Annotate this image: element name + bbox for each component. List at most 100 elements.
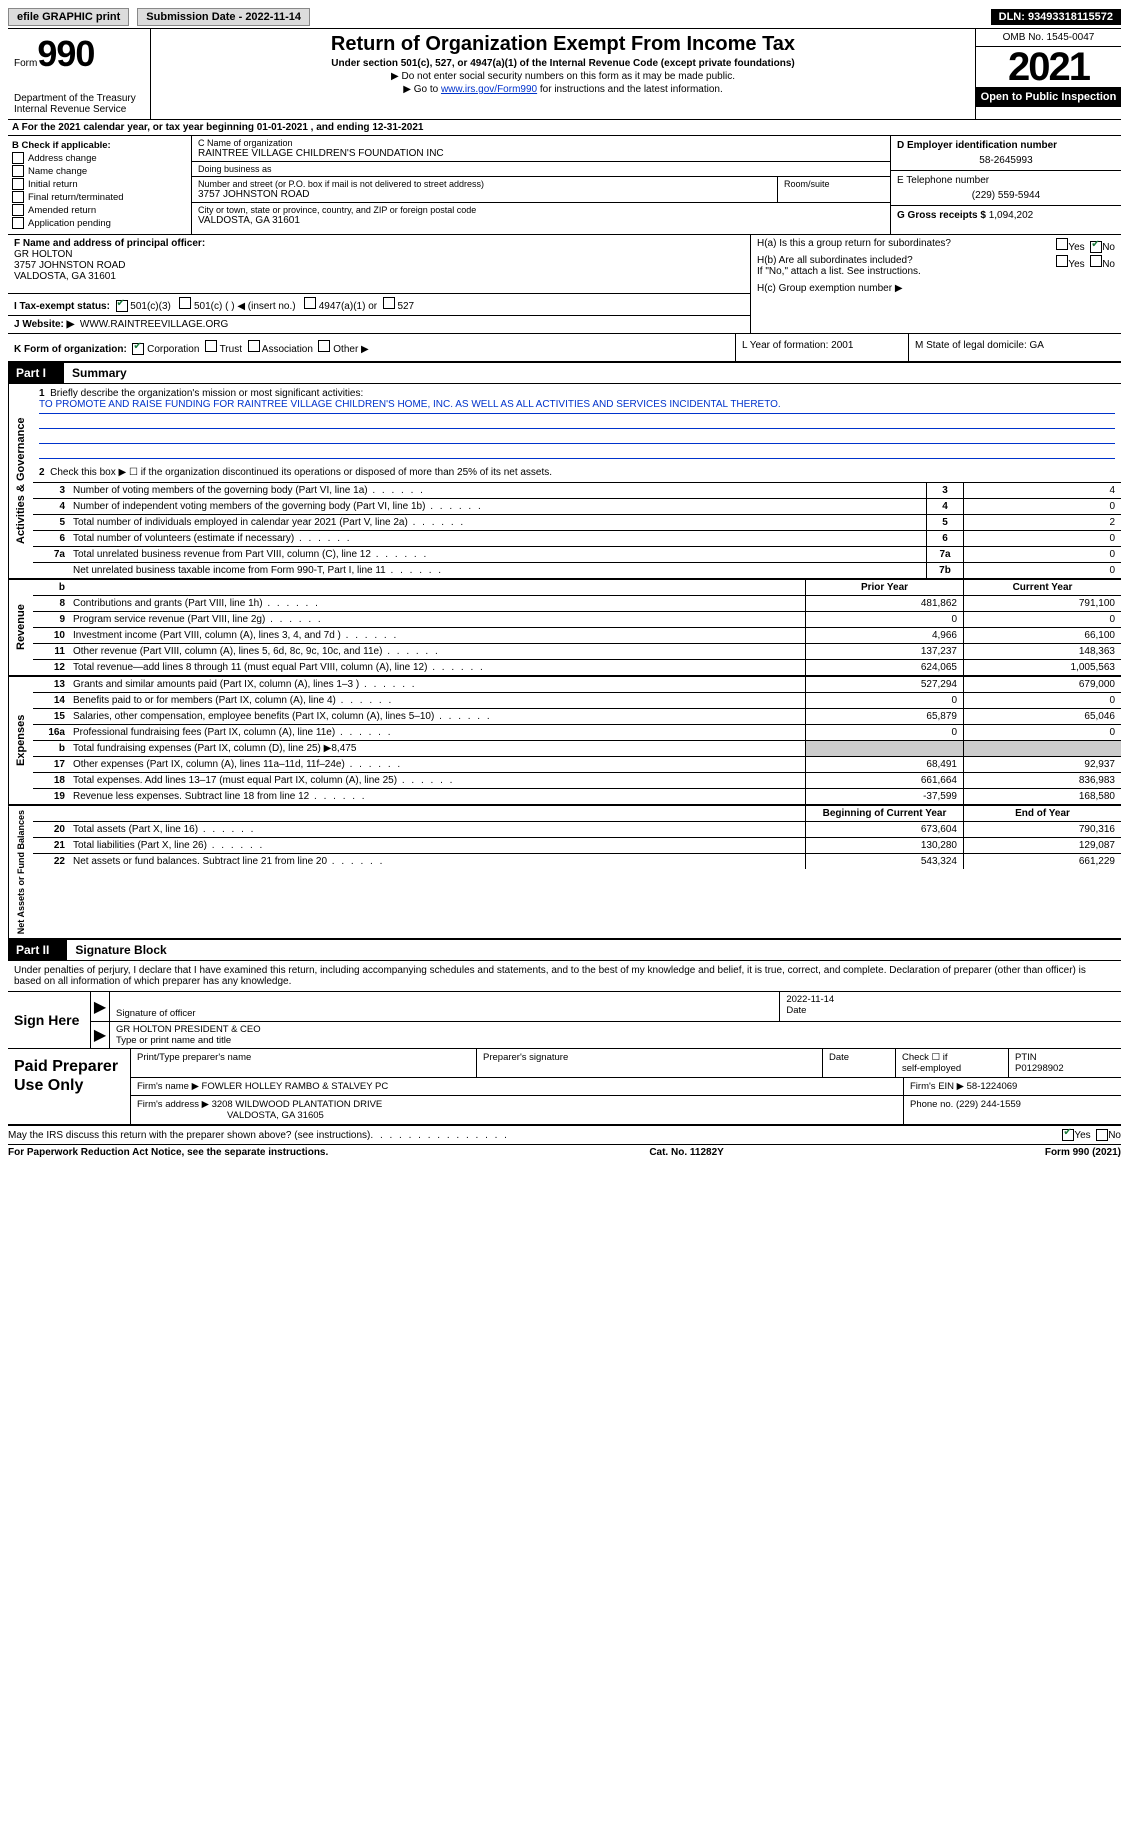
part-2-header: Part II Signature Block bbox=[8, 940, 1121, 961]
officer-print-name: GR HOLTON PRESIDENT & CEO bbox=[116, 1024, 1115, 1035]
website: WWW.RAINTREEVILLAGE.ORG bbox=[80, 319, 228, 330]
checkbox-501c[interactable] bbox=[179, 297, 191, 309]
current-year-value: 129,087 bbox=[963, 838, 1121, 853]
tax-year: 2021 bbox=[976, 47, 1121, 87]
current-year-value bbox=[963, 741, 1121, 756]
prior-year-value: 0 bbox=[805, 612, 963, 627]
state-domicile: M State of legal domicile: GA bbox=[908, 334, 1121, 361]
paperwork-notice: For Paperwork Reduction Act Notice, see … bbox=[8, 1147, 328, 1158]
sign-date: 2022-11-14 bbox=[786, 994, 1115, 1005]
checkbox-hb-yes[interactable] bbox=[1056, 255, 1068, 267]
current-year-value: 661,229 bbox=[963, 854, 1121, 869]
section-c: C Name of organization RAINTREE VILLAGE … bbox=[192, 136, 890, 234]
current-year-value: 148,363 bbox=[963, 644, 1121, 659]
note-ssn: ▶ Do not enter social security numbers o… bbox=[159, 71, 967, 82]
col-beginning-year: Beginning of Current Year bbox=[805, 806, 963, 821]
form-subtitle: Under section 501(c), 527, or 4947(a)(1)… bbox=[159, 58, 967, 69]
col-end-year: End of Year bbox=[963, 806, 1121, 821]
checkbox-discuss-yes[interactable] bbox=[1062, 1129, 1074, 1141]
dept-label: Department of the Treasury bbox=[14, 93, 144, 104]
form-footer: Form 990 (2021) bbox=[1045, 1147, 1121, 1158]
prior-year-value: 527,294 bbox=[805, 677, 963, 692]
checkbox-address-change[interactable] bbox=[12, 152, 24, 164]
checkbox-initial-return[interactable] bbox=[12, 178, 24, 190]
form-number: Form990 bbox=[14, 33, 144, 75]
col-current-year: Current Year bbox=[963, 580, 1121, 595]
vtab-net-assets: Net Assets or Fund Balances bbox=[8, 806, 33, 938]
checkbox-association[interactable] bbox=[248, 340, 260, 352]
checkbox-ha-yes[interactable] bbox=[1056, 238, 1068, 250]
checkbox-trust[interactable] bbox=[205, 340, 217, 352]
officer-name: GR HOLTON bbox=[14, 249, 73, 260]
note-link: ▶ Go to www.irs.gov/Form990 for instruct… bbox=[159, 84, 967, 95]
checkbox-final-return[interactable] bbox=[12, 191, 24, 203]
summary-value: 0 bbox=[963, 499, 1121, 514]
cat-no: Cat. No. 11282Y bbox=[649, 1147, 723, 1158]
checkbox-discuss-no[interactable] bbox=[1096, 1129, 1108, 1141]
irs-label: Internal Revenue Service bbox=[14, 104, 144, 115]
prior-year-value: 0 bbox=[805, 725, 963, 740]
summary-value: 2 bbox=[963, 515, 1121, 530]
preparer-phone: (229) 244-1559 bbox=[956, 1099, 1021, 1110]
checkbox-other[interactable] bbox=[318, 340, 330, 352]
current-year-value: 92,937 bbox=[963, 757, 1121, 772]
group-exemption: H(c) Group exemption number ▶ bbox=[751, 280, 1121, 297]
mission-text: TO PROMOTE AND RAISE FUNDING FOR RAINTRE… bbox=[39, 399, 1115, 414]
vtab-activities: Activities & Governance bbox=[8, 384, 33, 578]
open-inspection-badge: Open to Public Inspection bbox=[976, 87, 1121, 107]
checkbox-hb-no[interactable] bbox=[1090, 255, 1102, 267]
ptin: P01298902 bbox=[1015, 1063, 1064, 1074]
vtab-expenses: Expenses bbox=[8, 677, 33, 804]
current-year-value: 168,580 bbox=[963, 789, 1121, 804]
prior-year-value: 661,664 bbox=[805, 773, 963, 788]
prior-year-value: -37,599 bbox=[805, 789, 963, 804]
gross-receipts: 1,094,202 bbox=[989, 210, 1034, 221]
checkbox-corporation[interactable] bbox=[132, 343, 144, 355]
efile-print-button[interactable]: efile GRAPHIC print bbox=[8, 8, 129, 26]
top-bar: efile GRAPHIC print Submission Date - 20… bbox=[8, 8, 1121, 26]
irs-link[interactable]: www.irs.gov/Form990 bbox=[441, 84, 537, 95]
form-header: Form990 Department of the Treasury Inter… bbox=[8, 28, 1121, 120]
prior-year-value: 65,879 bbox=[805, 709, 963, 724]
prior-year-value: 0 bbox=[805, 693, 963, 708]
vtab-revenue: Revenue bbox=[8, 580, 33, 675]
prior-year-value: 130,280 bbox=[805, 838, 963, 853]
room-suite-label: Room/suite bbox=[784, 179, 884, 189]
current-year-value: 790,316 bbox=[963, 822, 1121, 837]
phone: (229) 559-5944 bbox=[897, 190, 1115, 201]
prior-year-value: 68,491 bbox=[805, 757, 963, 772]
prior-year-value: 543,324 bbox=[805, 854, 963, 869]
summary-value: 0 bbox=[963, 563, 1121, 578]
current-year-value: 66,100 bbox=[963, 628, 1121, 643]
sign-here-label: Sign Here bbox=[8, 992, 91, 1048]
current-year-value: 0 bbox=[963, 693, 1121, 708]
checkbox-4947[interactable] bbox=[304, 297, 316, 309]
current-year-value: 679,000 bbox=[963, 677, 1121, 692]
form-title: Return of Organization Exempt From Incom… bbox=[159, 33, 967, 56]
current-year-value: 836,983 bbox=[963, 773, 1121, 788]
checkbox-527[interactable] bbox=[383, 297, 395, 309]
arrow-icon: ▶ bbox=[91, 1022, 109, 1048]
col-prior-year: Prior Year bbox=[805, 580, 963, 595]
current-year-value: 65,046 bbox=[963, 709, 1121, 724]
submission-date: Submission Date - 2022-11-14 bbox=[137, 8, 310, 26]
summary-value: 0 bbox=[963, 547, 1121, 562]
checkbox-application-pending[interactable] bbox=[12, 217, 24, 229]
penalties-text: Under penalties of perjury, I declare th… bbox=[8, 961, 1121, 991]
section-d-e-g: D Employer identification number 58-2645… bbox=[890, 136, 1121, 234]
prior-year-value bbox=[805, 741, 963, 756]
checkbox-501c3[interactable] bbox=[116, 300, 128, 312]
current-year-value: 0 bbox=[963, 725, 1121, 740]
checkbox-amended-return[interactable] bbox=[12, 204, 24, 216]
checkbox-ha-no[interactable] bbox=[1090, 241, 1102, 253]
firm-ein: 58-1224069 bbox=[967, 1081, 1018, 1092]
row-a-calendar-year: A For the 2021 calendar year, or tax yea… bbox=[8, 120, 1121, 136]
prior-year-value: 673,604 bbox=[805, 822, 963, 837]
section-b: B Check if applicable: Address change Na… bbox=[8, 136, 192, 234]
city-state-zip: VALDOSTA, GA 31601 bbox=[198, 215, 884, 226]
checkbox-name-change[interactable] bbox=[12, 165, 24, 177]
street-address: 3757 JOHNSTON ROAD bbox=[198, 189, 771, 200]
summary-value: 0 bbox=[963, 531, 1121, 546]
dln-badge: DLN: 93493318115572 bbox=[991, 9, 1121, 25]
prior-year-value: 624,065 bbox=[805, 660, 963, 675]
